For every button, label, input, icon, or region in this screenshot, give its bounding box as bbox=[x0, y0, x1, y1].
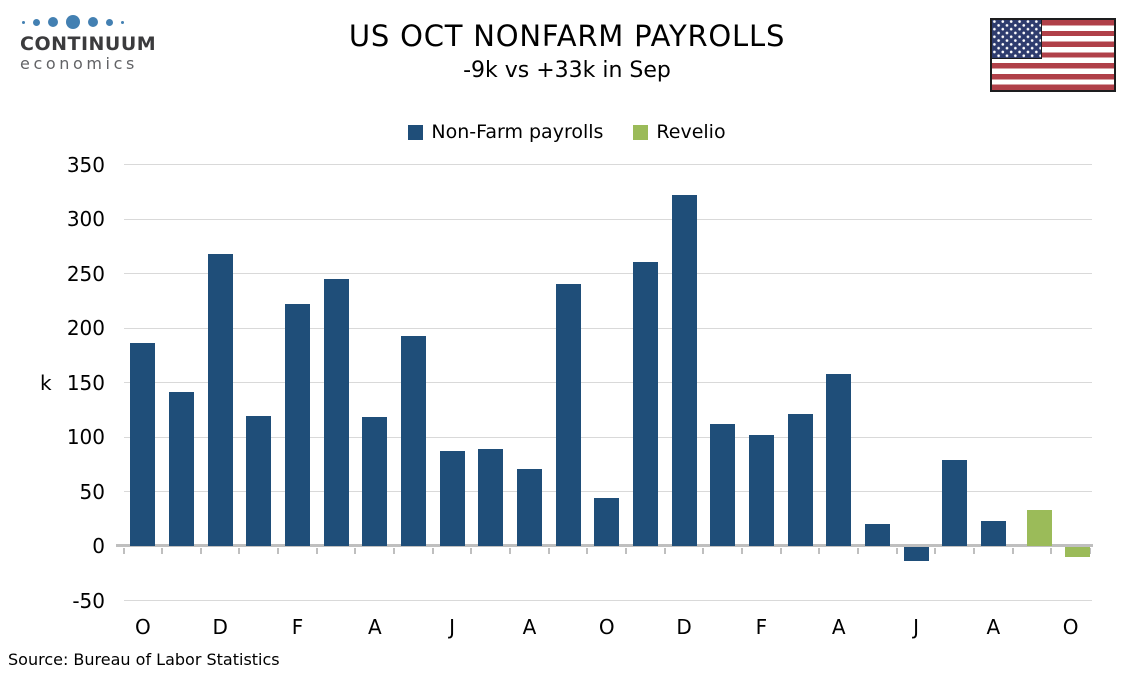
x-axis-tick bbox=[199, 547, 202, 554]
bar-non-farm-payrolls-20 bbox=[903, 547, 929, 562]
bar-non-farm-payrolls-1 bbox=[168, 392, 194, 546]
x-axis-tick bbox=[1050, 547, 1053, 554]
y-axis-tick-label: 200 bbox=[66, 316, 105, 340]
x-axis-tick-label: A bbox=[367, 615, 382, 639]
bar-non-farm-payrolls-19 bbox=[864, 524, 890, 546]
x-axis-tick bbox=[934, 547, 937, 554]
x-axis-tick-label: D bbox=[212, 615, 228, 639]
bar-revelio-24 bbox=[1065, 547, 1091, 557]
x-axis-tick bbox=[431, 547, 434, 554]
y-axis-tick-label: 50 bbox=[79, 479, 105, 504]
bar-non-farm-payrolls-10 bbox=[516, 468, 542, 546]
chart-title: US OCT NONFARM PAYROLLS bbox=[348, 19, 786, 53]
x-axis-tick bbox=[663, 547, 666, 554]
x-axis-tick-label: J bbox=[449, 615, 456, 639]
bar-non-farm-payrolls-4 bbox=[284, 304, 310, 546]
logo-text-economics: economics bbox=[20, 54, 138, 73]
bar-non-farm-payrolls-6 bbox=[362, 417, 388, 546]
gridline bbox=[123, 273, 1092, 274]
bar-non-farm-payrolls-21 bbox=[942, 459, 968, 546]
x-axis-tick bbox=[895, 547, 898, 554]
x-axis-tick bbox=[586, 547, 589, 554]
y-axis-tick-label: -50 bbox=[72, 588, 105, 613]
bar-non-farm-payrolls-16 bbox=[748, 434, 774, 546]
x-axis-tick bbox=[161, 547, 164, 554]
bar-non-farm-payrolls-11 bbox=[555, 284, 581, 546]
bar-non-farm-payrolls-14 bbox=[671, 195, 697, 546]
us-flag-icon bbox=[990, 18, 1116, 92]
gridline bbox=[123, 382, 1092, 383]
y-axis-tick-label: 100 bbox=[66, 425, 105, 449]
legend-label-revelio: Revelio bbox=[656, 121, 726, 143]
x-axis-tick bbox=[1011, 547, 1014, 554]
y-axis-tick-label: 250 bbox=[66, 261, 105, 286]
x-axis-tick bbox=[741, 547, 744, 554]
gridline bbox=[123, 327, 1092, 329]
us-flag-canton bbox=[992, 20, 1042, 59]
gridline bbox=[123, 218, 1092, 220]
x-axis-tick bbox=[625, 547, 628, 554]
gridline bbox=[123, 164, 1092, 165]
legend-swatch-nonfarm-icon bbox=[408, 124, 424, 140]
x-axis-tick-label: A bbox=[522, 615, 537, 639]
bar-non-farm-payrolls-3 bbox=[246, 416, 272, 546]
logo-text-continuum: CONTINUUM bbox=[20, 33, 157, 55]
x-axis-tick-label: O bbox=[134, 615, 151, 639]
y-axis-tick-label: 0 bbox=[92, 534, 105, 558]
bar-non-farm-payrolls-9 bbox=[478, 448, 504, 546]
x-axis-tick bbox=[509, 547, 512, 554]
source-note: Source: Bureau of Labor Statistics bbox=[8, 650, 280, 669]
x-axis-tick bbox=[779, 547, 782, 554]
x-axis-tick bbox=[470, 547, 473, 554]
continuum-economics-logo: CONTINUUM economics bbox=[20, 14, 157, 74]
gridline bbox=[123, 491, 1092, 492]
logo-dots-icon bbox=[22, 14, 140, 30]
x-axis-tick bbox=[122, 547, 125, 554]
x-axis-tick bbox=[238, 547, 241, 554]
bar-non-farm-payrolls-0 bbox=[130, 343, 156, 546]
x-axis-tick-label: O bbox=[598, 615, 615, 639]
x-axis-tick-label: A bbox=[986, 615, 1001, 639]
x-axis-tick bbox=[702, 547, 705, 554]
x-axis-tick-label: J bbox=[913, 615, 919, 639]
x-axis-tick bbox=[315, 547, 318, 554]
bar-non-farm-payrolls-22 bbox=[980, 520, 1006, 546]
y-axis-tick-label: 300 bbox=[66, 207, 105, 231]
gridline bbox=[123, 436, 1092, 438]
x-axis-tick-label: A bbox=[831, 615, 846, 639]
bar-non-farm-payrolls-8 bbox=[439, 451, 465, 546]
x-axis-tick bbox=[857, 547, 860, 554]
x-axis-tick-label: D bbox=[676, 615, 692, 639]
legend-label-nonfarm: Non-Farm payrolls bbox=[431, 121, 604, 143]
bar-non-farm-payrolls-18 bbox=[826, 373, 852, 546]
bar-non-farm-payrolls-2 bbox=[207, 253, 233, 546]
legend-item-nonfarm: Non-Farm payrolls bbox=[408, 120, 603, 144]
x-axis-tick-label: F bbox=[755, 615, 768, 639]
legend-swatch-revelio-icon bbox=[633, 124, 649, 140]
y-axis-unit-label: k bbox=[40, 370, 52, 395]
bar-non-farm-payrolls-13 bbox=[632, 261, 658, 546]
x-axis-tick bbox=[547, 547, 550, 554]
bar-non-farm-payrolls-17 bbox=[787, 414, 813, 546]
bar-revelio-23 bbox=[1026, 510, 1052, 546]
x-axis-tick-label: F bbox=[291, 615, 304, 639]
x-axis-tick bbox=[818, 547, 821, 554]
bar-non-farm-payrolls-7 bbox=[400, 335, 426, 546]
gridline bbox=[123, 600, 1092, 601]
x-axis-tick bbox=[354, 547, 357, 554]
chart-legend: Non-Farm payrolls Revelio bbox=[0, 119, 1134, 145]
bar-non-farm-payrolls-12 bbox=[594, 498, 620, 546]
x-axis-tick bbox=[393, 547, 396, 554]
x-axis-tick-label: O bbox=[1062, 615, 1079, 639]
y-axis-tick-label: 350 bbox=[66, 152, 105, 177]
y-axis-tick-label: 150 bbox=[66, 370, 105, 395]
bar-non-farm-payrolls-5 bbox=[323, 278, 349, 546]
x-axis-tick bbox=[277, 547, 280, 554]
bar-non-farm-payrolls-15 bbox=[710, 423, 736, 546]
x-axis-tick bbox=[973, 547, 976, 554]
legend-item-revelio: Revelio bbox=[633, 120, 726, 144]
chart-subtitle: -9k vs +33k in Sep bbox=[463, 58, 671, 83]
